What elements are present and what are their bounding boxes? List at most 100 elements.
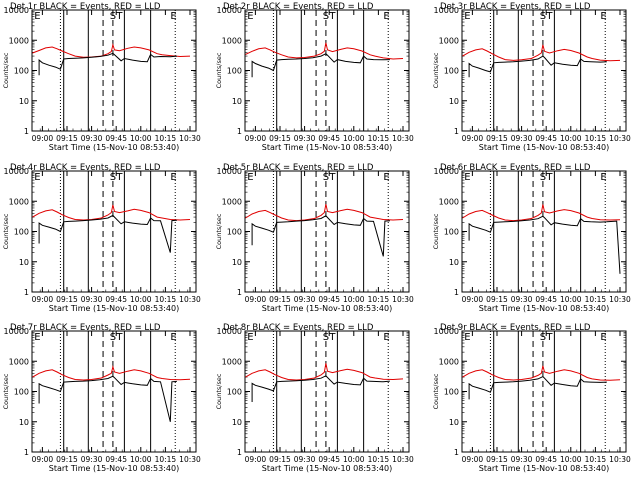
y-tick-label: 10	[449, 97, 459, 106]
x-tick-label: 09:45	[535, 295, 557, 304]
marker-label: T	[545, 332, 553, 343]
y-axis-label: Counts/sec	[2, 213, 10, 249]
y-tick-label: 100	[227, 67, 242, 76]
x-tick-label: 10:30	[179, 295, 201, 304]
events-series-line	[38, 214, 177, 253]
y-tick-label: 10	[449, 258, 459, 267]
x-tick-label: 10:15	[585, 134, 607, 143]
panel-title: Det 6r BLACK = Events, RED = LLD	[440, 163, 591, 173]
x-tick-label: 10:15	[585, 455, 607, 464]
y-tick-label: 1000	[9, 197, 29, 206]
y-tick-label: 100	[227, 228, 242, 237]
x-tick-label: 09:15	[56, 295, 78, 304]
marker-label: E	[247, 172, 253, 183]
y-tick-label: 10000	[217, 6, 242, 15]
x-tick-label: 10:15	[155, 455, 177, 464]
marker-label: T	[328, 172, 336, 183]
x-tick-label: 10:00	[343, 134, 365, 143]
x-tick-label: 10:30	[392, 134, 414, 143]
x-axis-label: Start Time (15-Nov-10 08:53:40)	[49, 304, 179, 313]
x-tick-label: 10:00	[343, 295, 365, 304]
y-tick-label: 10000	[4, 6, 29, 15]
y-tick-label: 1	[237, 127, 242, 136]
marker-label: E	[170, 172, 176, 183]
detector-panel-7: 1 10 100 1000 10000 09:00 09:15 09:30 09:45 10:00…	[2, 323, 201, 473]
marker-label: E	[383, 172, 389, 183]
x-tick-label: 10:15	[368, 295, 390, 304]
events-series-line	[38, 375, 177, 422]
events-series-line	[468, 55, 607, 78]
x-tick-label: 09:30	[81, 134, 103, 143]
detector-panel-2: 1 10 100 1000 10000 09:00 09:15 09:30 09:45 10:00…	[215, 2, 414, 152]
y-tick-label: 1	[24, 127, 29, 136]
x-tick-label: 09:15	[269, 295, 291, 304]
x-axis-label: Start Time (15-Nov-10 08:53:40)	[49, 143, 179, 152]
y-axis-label: Counts/sec	[2, 52, 10, 88]
x-axis-label: Start Time (15-Nov-10 08:53:40)	[479, 464, 609, 473]
y-tick-label: 10000	[217, 327, 242, 336]
marker-label: E	[34, 172, 40, 183]
x-tick-label: 09:00	[462, 134, 484, 143]
y-tick-label: 10	[449, 418, 459, 427]
lld-series-line	[245, 363, 404, 381]
x-tick-label: 10:00	[130, 455, 152, 464]
lld-series-line	[245, 42, 404, 60]
y-tick-label: 100	[444, 228, 459, 237]
x-tick-label: 10:30	[392, 455, 414, 464]
y-tick-label: 10000	[434, 327, 459, 336]
marker-label: E	[464, 11, 470, 22]
y-tick-label: 1	[454, 448, 459, 457]
x-tick-label: 09:30	[511, 134, 533, 143]
marker-label: S	[110, 11, 116, 22]
events-series-line	[251, 375, 390, 402]
x-tick-label: 09:00	[32, 134, 54, 143]
marker-label: T	[115, 11, 123, 22]
marker-label: S	[323, 172, 329, 183]
y-tick-label: 100	[14, 67, 29, 76]
lld-series-line	[32, 365, 191, 381]
marker-label: T	[115, 172, 123, 183]
marker-label: T	[545, 11, 553, 22]
plot-frame	[461, 330, 627, 453]
x-tick-label: 09:45	[318, 134, 340, 143]
x-tick-label: 10:00	[560, 134, 582, 143]
x-tick-label: 09:45	[318, 455, 340, 464]
x-tick-label: 09:00	[32, 295, 54, 304]
x-tick-label: 09:30	[294, 134, 316, 143]
marker-label: S	[323, 332, 329, 343]
y-tick-label: 1000	[9, 357, 29, 366]
y-tick-label: 10	[19, 97, 29, 106]
marker-label: E	[600, 332, 606, 343]
x-tick-label: 09:30	[294, 295, 316, 304]
x-tick-label: 10:30	[179, 134, 201, 143]
marker-label: S	[540, 172, 546, 183]
lld-series-line	[245, 204, 404, 222]
panel-title: Det 8r BLACK = Events, RED = LLD	[223, 323, 374, 333]
detector-panel-1: 1 10 100 1000 10000 09:00 09:15 09:30 09:45 10:00…	[2, 2, 201, 152]
marker-label: E	[170, 11, 176, 22]
marker-label: E	[600, 11, 606, 22]
panel-title: Det 2r BLACK = Events, RED = LLD	[223, 2, 374, 12]
plot-frame	[31, 9, 197, 132]
y-tick-label: 100	[14, 228, 29, 237]
y-tick-label: 1	[24, 448, 29, 457]
x-tick-label: 09:00	[462, 455, 484, 464]
panel-title: Det 4r BLACK = Events, RED = LLD	[10, 163, 161, 173]
detector-panel-3: 1 10 100 1000 10000 09:00 09:15 09:30 09:45 10:00…	[432, 2, 631, 152]
events-series-line	[38, 52, 177, 76]
marker-label: S	[540, 11, 546, 22]
x-tick-label: 10:15	[155, 134, 177, 143]
x-tick-label: 09:30	[511, 295, 533, 304]
marker-label: E	[247, 11, 253, 22]
events-series-line	[468, 375, 607, 400]
detector-panel-6: 1 10 100 1000 10000 09:00 09:15 09:30 09:45 10:00…	[432, 163, 631, 313]
x-tick-label: 10:00	[343, 455, 365, 464]
x-axis-label: Start Time (15-Nov-10 08:53:40)	[262, 464, 392, 473]
x-axis-label: Start Time (15-Nov-10 08:53:40)	[479, 304, 609, 313]
y-tick-label: 10000	[4, 167, 29, 176]
marker-label: T	[115, 332, 123, 343]
y-tick-label: 1	[237, 288, 242, 297]
marker-label: E	[170, 332, 176, 343]
y-tick-label: 10000	[217, 167, 242, 176]
y-axis-label: Counts/sec	[215, 213, 223, 249]
